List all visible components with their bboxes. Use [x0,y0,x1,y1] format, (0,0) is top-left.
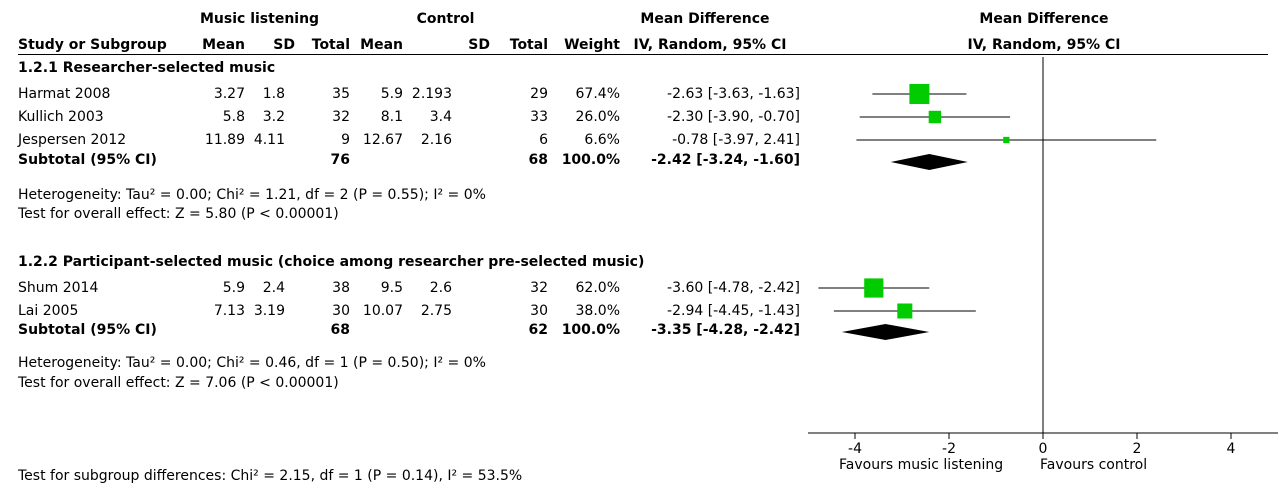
control-mean: 8.1 [380,109,403,125]
control-mean: 5.9 [380,86,403,102]
x-axis-tick-label: -2 [942,441,956,457]
weight-value: 26.0% [575,109,620,125]
ci-value: -2.63 [-3.63, -1.63] [667,86,800,102]
study-point-marker [928,110,942,124]
x-axis-tick-label: 0 [1039,441,1048,457]
weight-header: Weight [564,37,620,53]
control-total: 32 [530,280,548,296]
control-total: 6 [539,132,548,148]
x-axis-tick-label: 4 [1227,441,1236,457]
music-total: 30 [332,303,350,319]
ci-value: -3.60 [-4.78, -2.42] [667,280,800,296]
study-name: Harmat 2008 [18,86,111,102]
study-column-header: Study or Subgroup [18,37,167,53]
control-header: Control [416,11,475,27]
ci-subtotal: -3.35 [-4.28, -2.42] [651,322,800,338]
overall-effect-text: Test for overall effect: Z = 7.06 (P < 0… [18,375,339,391]
control-total-header: Total [509,37,548,53]
control-sd: 2.6 [429,280,452,296]
subgroup-differences-text: Test for subgroup differences: Chi² = 2.… [18,468,523,484]
music-subtotal: 68 [330,322,350,338]
heterogeneity-text: Heterogeneity: Tau² = 0.00; Chi² = 0.46,… [18,355,486,371]
music-total: 9 [341,132,350,148]
weight-subtotal: 100.0% [561,322,620,338]
plot-method-header: IV, Random, 95% CI [967,37,1121,53]
ci-value: -2.30 [-3.90, -0.70] [667,109,800,125]
ci-subtotal: -2.42 [-3.24, -1.60] [651,152,800,168]
x-axis-tick-label: 2 [1133,441,1142,457]
control-sd-header: SD [468,37,490,53]
study-point-marker [864,278,884,298]
control-mean: 12.67 [362,132,403,148]
header-divider [18,54,1268,55]
music-sd: 3.2 [262,109,285,125]
mean-difference-header: Mean Difference [640,11,770,27]
subtotal-label: Subtotal (95% CI) [18,322,157,338]
study-name: Lai 2005 [18,303,79,319]
ci-value: -2.94 [-4.45, -1.43] [667,303,800,319]
music-total: 38 [332,280,350,296]
music-total-header: Total [311,37,350,53]
music-sd: 2.4 [262,280,285,296]
x-axis-tick-label: -4 [848,441,862,457]
control-subtotal: 68 [528,152,548,168]
study-point-marker [909,84,930,104]
overall-effect-text: Test for overall effect: Z = 5.80 (P < 0… [18,206,339,222]
weight-value: 6.6% [584,132,620,148]
subtotal-diamond [841,324,930,340]
music-mean: 11.89 [204,132,245,148]
ci-method-header: IV, Random, 95% CI [633,37,787,53]
subtotal-diamond [890,154,968,170]
favours-right-label: Favours control [1040,457,1148,473]
music-total: 32 [332,109,350,125]
control-sd: 2.16 [420,132,452,148]
music-mean: 5.8 [222,109,245,125]
music-mean-header: Mean [202,37,245,53]
study-point-marker [897,303,913,319]
control-sd: 2.193 [411,86,452,102]
control-total: 33 [530,109,548,125]
study-name: Jespersen 2012 [18,132,127,148]
control-sd: 3.4 [429,109,452,125]
music-sd: 1.8 [262,86,285,102]
music-total: 35 [332,86,350,102]
music-mean: 5.9 [222,280,245,296]
weight-subtotal: 100.0% [561,152,620,168]
heterogeneity-text: Heterogeneity: Tau² = 0.00; Chi² = 1.21,… [18,187,486,203]
study-point-marker [1003,136,1010,144]
subtotal-label: Subtotal (95% CI) [18,152,157,168]
ci-value: -0.78 [-3.97, 2.41] [672,132,800,148]
weight-value: 62.0% [575,280,620,296]
music-sd-header: SD [273,37,295,53]
control-sd: 2.75 [420,303,452,319]
control-total: 30 [530,303,548,319]
music-sd: 3.19 [253,303,285,319]
control-mean-header: Mean [360,37,403,53]
control-mean: 9.5 [380,280,403,296]
music-sd: 4.11 [253,132,285,148]
music-listening-header: Music listening [200,11,320,27]
music-mean: 3.27 [213,86,245,102]
study-name: Kullich 2003 [18,109,104,125]
control-total: 29 [530,86,548,102]
music-subtotal: 76 [330,152,350,168]
plot-mean-difference-header: Mean Difference [979,11,1109,27]
weight-value: 67.4% [575,86,620,102]
music-mean: 7.13 [213,303,245,319]
weight-value: 38.0% [575,303,620,319]
control-mean: 10.07 [362,303,403,319]
subgroup-title: 1.2.2 Participant-selected music (choice… [18,254,645,270]
subgroup-title: 1.2.1 Researcher-selected music [18,60,276,76]
favours-left-label: Favours music listening [839,457,1004,473]
study-name: Shum 2014 [18,280,99,296]
control-subtotal: 62 [528,322,548,338]
